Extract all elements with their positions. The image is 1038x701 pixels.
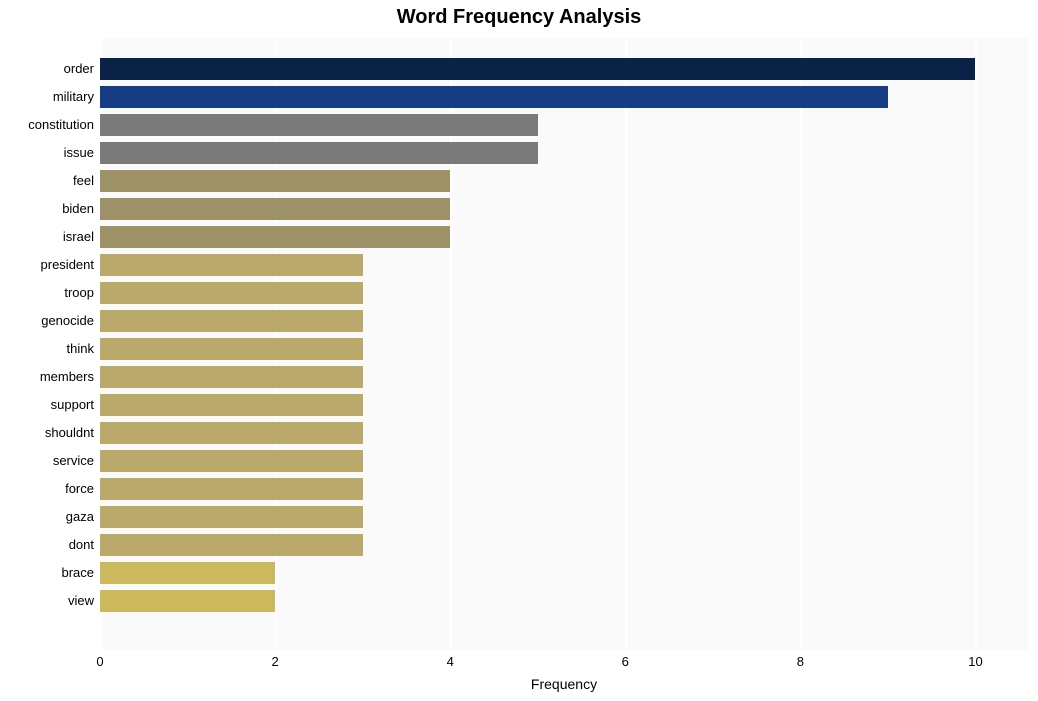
y-tick-label: force [4,478,94,500]
y-tick-label: view [4,590,94,612]
y-tick-label: dont [4,534,94,556]
bar [100,394,363,416]
y-tick-label: service [4,450,94,472]
x-tick-label: 2 [271,654,278,669]
grid-line [800,38,802,650]
y-tick-label: israel [4,226,94,248]
grid-line [975,38,977,650]
bar-row [100,478,363,500]
bar-row [100,338,363,360]
bar-row [100,170,450,192]
bar-row [100,114,538,136]
y-tick-label: members [4,366,94,388]
y-tick-label: president [4,254,94,276]
x-tick-label: 8 [797,654,804,669]
bar-row [100,142,538,164]
y-tick-label: shouldnt [4,422,94,444]
bar [100,422,363,444]
y-tick-label: feel [4,170,94,192]
y-tick-label: military [4,86,94,108]
y-tick-label: troop [4,282,94,304]
x-tick-label: 6 [622,654,629,669]
x-tick-label: 0 [96,654,103,669]
bar-row [100,226,450,248]
bar-row [100,450,363,472]
bar [100,86,888,108]
bar [100,590,275,612]
y-tick-label: gaza [4,506,94,528]
bar-row [100,422,363,444]
x-tick-label: 4 [447,654,454,669]
y-tick-label: issue [4,142,94,164]
bar-row [100,562,275,584]
word-frequency-chart: Word Frequency Analysis order military con… [0,0,1038,701]
bar [100,506,363,528]
y-tick-label: genocide [4,310,94,332]
bar [100,366,363,388]
bar [100,226,450,248]
bar [100,534,363,556]
bar-row [100,534,363,556]
bar-row [100,366,363,388]
bar [100,282,363,304]
y-tick-label: order [4,58,94,80]
bar [100,114,538,136]
bar [100,58,975,80]
bar-row [100,254,363,276]
y-tick-label: think [4,338,94,360]
bar [100,562,275,584]
x-axis-label: Frequency [100,676,1028,692]
bar-row [100,282,363,304]
bar [100,450,363,472]
chart-title: Word Frequency Analysis [0,6,1038,29]
bar [100,310,363,332]
bar-row [100,310,363,332]
bar [100,198,450,220]
bar-row [100,590,275,612]
plot-area [100,38,1028,650]
bar-row [100,198,450,220]
bar-row [100,86,888,108]
x-tick-label: 10 [968,654,982,669]
bar [100,170,450,192]
bar-row [100,506,363,528]
bar [100,478,363,500]
bar-row [100,394,363,416]
grid-line [625,38,627,650]
bar-row [100,58,975,80]
y-tick-label: constitution [4,114,94,136]
y-tick-label: brace [4,562,94,584]
y-tick-label: biden [4,198,94,220]
y-tick-label: support [4,394,94,416]
bar [100,254,363,276]
bar [100,338,363,360]
bar [100,142,538,164]
